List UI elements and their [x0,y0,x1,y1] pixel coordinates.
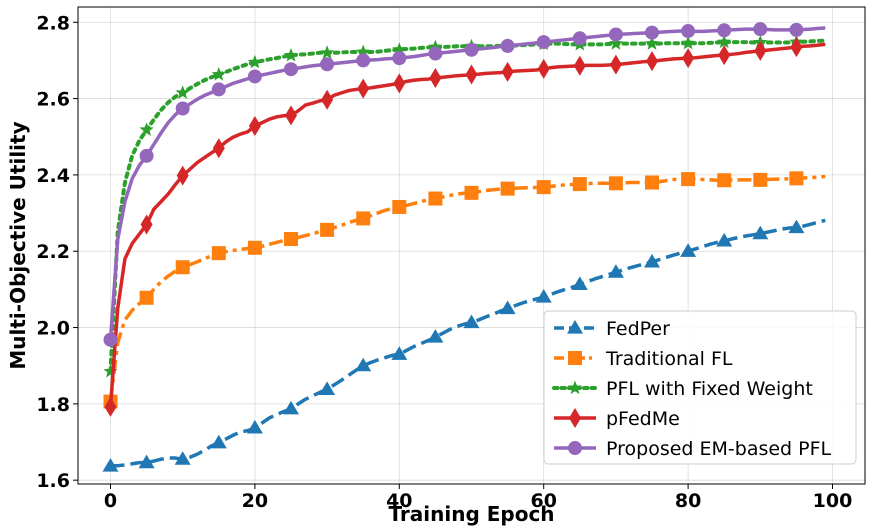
data-point [321,90,333,110]
data-point [284,62,298,76]
data-point [573,31,587,45]
data-point [573,177,587,191]
data-point [320,57,334,71]
y-tick-label: 2.2 [36,241,70,263]
data-point [140,291,154,305]
data-point [789,171,803,185]
y-tick-label: 2.4 [36,165,70,187]
data-point [753,22,767,36]
data-point [140,149,154,163]
legend-label: pFedMe [606,408,680,430]
data-point [248,69,262,83]
legend-marker [568,441,582,455]
data-point [500,300,516,314]
data-point [681,24,695,38]
data-point [572,276,588,290]
data-point [392,200,406,214]
data-point [609,176,623,190]
line-chart: 0 20 40 60 80 1001.61.82.02.22.42.62.8 Traini… [0,0,874,528]
data-point [754,41,766,61]
data-point [789,23,803,37]
data-point [319,381,335,395]
data-point [502,62,514,82]
data-point [212,67,226,81]
series-proposed-em-based-pfl [103,22,825,347]
data-point [609,27,623,41]
x-tick-label: 0 [104,490,117,512]
data-point [248,241,262,255]
data-point [356,211,370,225]
data-point [284,48,298,62]
data-point [537,35,551,49]
data-point [285,105,297,125]
data-point [103,333,117,347]
data-point [610,55,622,75]
legend-label: FedPer [606,318,670,340]
data-point [682,48,694,68]
data-point [428,47,442,61]
data-point [537,180,551,194]
y-tick-label: 1.8 [36,394,70,416]
data-point [646,51,658,71]
data-point [356,53,370,67]
data-point [284,232,298,246]
x-tick-label: 20 [242,490,268,512]
data-point [753,173,767,187]
data-point [249,116,261,136]
data-point [645,26,659,40]
data-point [465,43,479,57]
data-point [717,173,731,187]
legend-label: Traditional FL [605,348,733,370]
y-axis-label: Multi-Objective Utility [6,121,30,369]
data-point [393,73,405,93]
data-point [645,176,659,190]
data-point [536,289,552,303]
x-tick-label: 80 [675,490,701,512]
data-point [538,59,550,79]
data-point [428,192,442,206]
data-point [466,65,478,85]
data-point [212,82,226,96]
data-point [320,223,334,237]
data-point [211,435,227,449]
data-point [213,138,225,158]
x-tick-label: 100 [813,490,853,512]
legend-label: Proposed EM-based PFL [606,438,832,460]
data-point [429,68,441,88]
data-point [717,23,731,37]
data-point [574,56,586,76]
data-point [681,172,695,186]
y-tick-label: 2.8 [36,12,70,34]
data-point [320,45,334,59]
data-point [357,79,369,99]
data-point [718,45,730,65]
y-tick-label: 2.0 [36,318,70,340]
data-point [501,39,515,53]
legend: FedPer Traditional FL PFL with Fixed Weigh… [544,311,856,464]
data-point [176,260,190,274]
x-axis-label: Training Epoch [388,502,554,526]
data-point [501,182,515,196]
data-point [176,102,190,116]
data-point [465,186,479,200]
legend-marker [568,351,582,365]
y-tick-label: 2.6 [36,89,70,111]
data-point [212,246,226,260]
legend-label: PFL with Fixed Weight [606,378,813,400]
data-point [392,51,406,65]
y-tick-label: 1.6 [36,470,70,492]
